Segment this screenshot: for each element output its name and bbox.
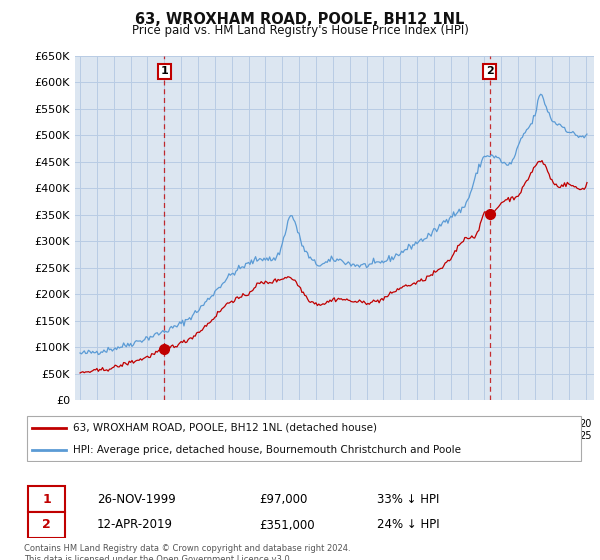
- Text: 20
01: 20 01: [175, 419, 187, 441]
- Text: 20
06: 20 06: [259, 419, 272, 441]
- Text: 20
17: 20 17: [445, 419, 457, 441]
- Text: 12-APR-2019: 12-APR-2019: [97, 519, 173, 531]
- Text: HPI: Average price, detached house, Bournemouth Christchurch and Poole: HPI: Average price, detached house, Bour…: [73, 445, 461, 455]
- Text: 19
99: 19 99: [142, 419, 154, 441]
- Text: 20
22: 20 22: [529, 419, 541, 441]
- Text: Price paid vs. HM Land Registry's House Price Index (HPI): Price paid vs. HM Land Registry's House …: [131, 24, 469, 37]
- Text: 20
14: 20 14: [394, 419, 406, 441]
- Text: 19
95: 19 95: [74, 419, 86, 441]
- Text: 20
12: 20 12: [361, 419, 373, 441]
- Text: 20
13: 20 13: [377, 419, 389, 441]
- FancyBboxPatch shape: [27, 416, 581, 460]
- Text: 20
23: 20 23: [545, 419, 558, 441]
- Text: 20
18: 20 18: [461, 419, 474, 441]
- Text: £97,000: £97,000: [260, 493, 308, 506]
- Text: 2: 2: [485, 66, 493, 76]
- Text: 20
03: 20 03: [209, 419, 221, 441]
- Text: 26-NOV-1999: 26-NOV-1999: [97, 493, 176, 506]
- Text: 20
24: 20 24: [563, 419, 575, 441]
- Text: 20
16: 20 16: [428, 419, 440, 441]
- Text: 20
04: 20 04: [226, 419, 238, 441]
- Text: 20
00: 20 00: [158, 419, 170, 441]
- Text: 20
25: 20 25: [580, 419, 592, 441]
- Text: 20
21: 20 21: [512, 419, 524, 441]
- Text: 19
97: 19 97: [107, 419, 120, 441]
- Text: 20
07: 20 07: [276, 419, 289, 441]
- Text: 20
15: 20 15: [411, 419, 423, 441]
- Text: 20
09: 20 09: [310, 419, 322, 441]
- Text: 33% ↓ HPI: 33% ↓ HPI: [377, 493, 440, 506]
- FancyBboxPatch shape: [28, 512, 65, 538]
- FancyBboxPatch shape: [28, 486, 65, 512]
- Text: 20
20: 20 20: [495, 419, 508, 441]
- Text: 20
05: 20 05: [242, 419, 255, 441]
- Text: 20
11: 20 11: [343, 419, 356, 441]
- Text: 1: 1: [43, 493, 51, 506]
- Text: 19
98: 19 98: [124, 419, 137, 441]
- Text: 2: 2: [43, 519, 51, 531]
- Text: 20
08: 20 08: [293, 419, 305, 441]
- Text: 19
96: 19 96: [91, 419, 103, 441]
- Text: 1: 1: [160, 66, 168, 76]
- Text: 63, WROXHAM ROAD, POOLE, BH12 1NL: 63, WROXHAM ROAD, POOLE, BH12 1NL: [136, 12, 464, 27]
- Text: 63, WROXHAM ROAD, POOLE, BH12 1NL (detached house): 63, WROXHAM ROAD, POOLE, BH12 1NL (detac…: [73, 423, 377, 433]
- Text: Contains HM Land Registry data © Crown copyright and database right 2024.
This d: Contains HM Land Registry data © Crown c…: [24, 544, 350, 560]
- Text: 20
02: 20 02: [192, 419, 204, 441]
- Text: 20
10: 20 10: [326, 419, 339, 441]
- Text: £351,000: £351,000: [260, 519, 315, 531]
- Text: 20
19: 20 19: [478, 419, 491, 441]
- Text: 24% ↓ HPI: 24% ↓ HPI: [377, 519, 440, 531]
